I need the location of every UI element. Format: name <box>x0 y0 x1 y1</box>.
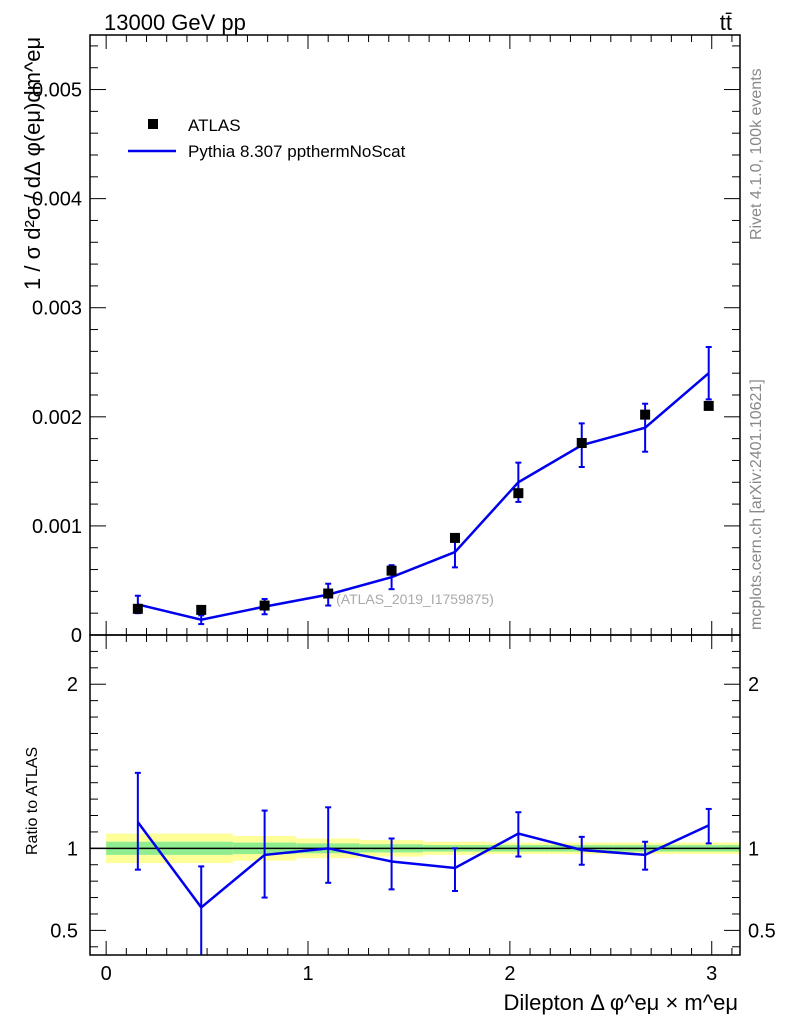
data-point <box>449 532 460 543</box>
main-y-axis-label: 1 / σ d²σ / dΔ φ(eμ)dm^eμ <box>20 37 45 290</box>
axes-ticks <box>90 35 740 955</box>
data-point <box>386 565 397 576</box>
legend-data-label: ATLAS <box>188 116 241 135</box>
mc-line <box>137 372 710 622</box>
x-axis-label: Dilepton Δ φ^eμ × m^eμ <box>503 990 738 1015</box>
data-point <box>259 600 270 611</box>
y-tick-label: 0.003 <box>32 298 82 320</box>
x-tick-label: 2 <box>504 963 515 985</box>
process-label: tt̄ <box>720 10 732 35</box>
ratio-y-tick-label-right: 2 <box>748 674 759 696</box>
ratio-y-tick-label: 1 <box>67 838 78 860</box>
chart-marks <box>132 346 714 955</box>
legend-mc-label: Pythia 8.307 ppthermNoScat <box>188 142 406 161</box>
analysis-watermark: (ATLAS_2019_I1759875) <box>336 591 494 607</box>
energy-label: 13000 GeV pp <box>104 10 246 35</box>
ratio-line <box>136 821 710 910</box>
data-point <box>132 603 143 614</box>
y-tick-label: 0.002 <box>32 407 82 429</box>
y-tick-label: 0.005 <box>32 80 82 102</box>
ratio-y-axis-label: Ratio to ATLAS <box>24 747 41 855</box>
data-point <box>513 488 524 499</box>
ratio-y-tick-label-right: 1 <box>748 838 759 860</box>
mcplots-label: mcplots.cern.ch [arXiv:2401.10621] <box>748 379 765 630</box>
legend-data-marker <box>148 119 158 129</box>
data-point <box>196 604 207 615</box>
x-tick-label: 0 <box>101 963 112 985</box>
ratio-y-tick-label: 2 <box>67 674 78 696</box>
y-tick-label: 0.004 <box>32 189 82 211</box>
ratio-panel-frame <box>89 634 741 956</box>
data-point <box>703 400 714 411</box>
tick-labels: 0 1 2 3 0 0.001 0.002 0.003 0.004 0.005 0.5 0.5 1 1 2 2 <box>32 80 776 985</box>
y-tick-label: 0.001 <box>32 516 82 538</box>
y-tick-label: 0 <box>71 625 82 647</box>
x-tick-label: 1 <box>302 963 313 985</box>
x-tick-label: 3 <box>706 963 717 985</box>
ratio-uncertainty-bands <box>90 833 740 864</box>
data-point <box>576 438 587 448</box>
legend: ATLAS Pythia 8.307 ppthermNoScat <box>128 116 406 161</box>
data-point <box>323 588 334 599</box>
rivet-label: Rivet 4.1.0, 100k events <box>748 68 765 240</box>
ratio-y-tick-label: 0.5 <box>50 920 78 942</box>
ratio-y-tick-label-right: 0.5 <box>748 920 776 942</box>
data-point <box>640 409 651 420</box>
